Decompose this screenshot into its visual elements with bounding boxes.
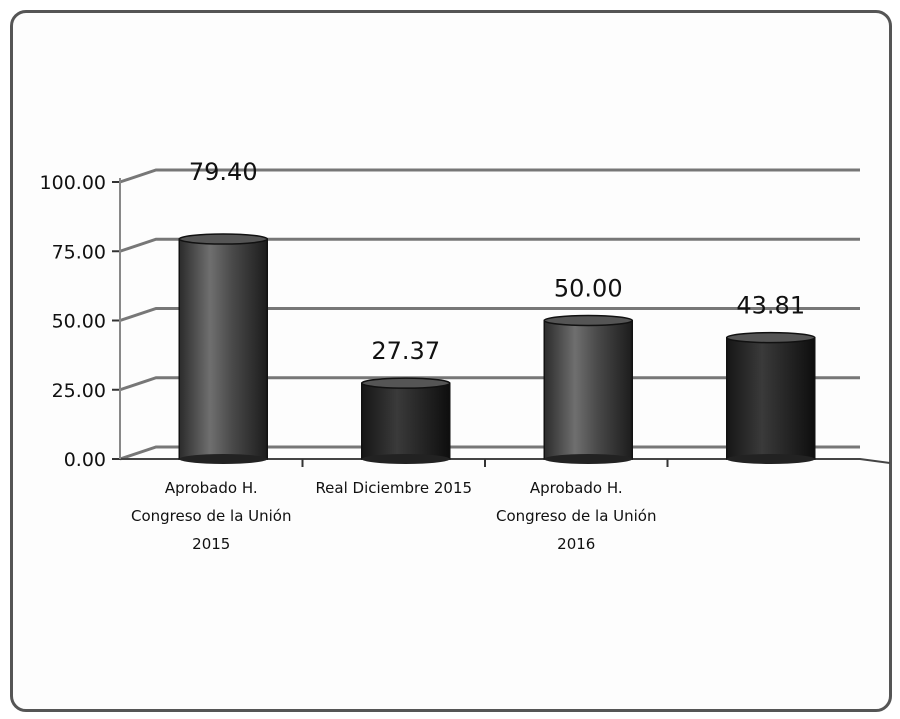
category-label: Congreso de la Unión: [496, 507, 657, 525]
bars: [178, 233, 816, 464]
data-label: 50.00: [554, 275, 623, 303]
category-label: 2016: [557, 535, 595, 553]
bar: [361, 382, 451, 460]
bar-top: [361, 377, 451, 389]
bar: [726, 336, 816, 460]
bar-base: [361, 454, 450, 464]
data-label: 43.81: [736, 292, 805, 320]
gridline: [119, 168, 860, 184]
bar: [178, 238, 268, 460]
bar-base: [179, 454, 268, 464]
bar-base: [726, 454, 815, 464]
y-tick-label: 50.00: [52, 311, 106, 333]
bar-base: [544, 454, 633, 464]
gridline: [119, 237, 860, 253]
bar: [543, 319, 633, 460]
category-label: Congreso de la Unión: [131, 507, 292, 525]
bar-top: [726, 331, 816, 344]
y-tick-label: 75.00: [52, 241, 106, 263]
y-tick-label: 0.00: [64, 449, 106, 471]
category-label: Aprobado H.: [165, 479, 258, 497]
category-label: Aprobado H.: [530, 479, 623, 497]
labels: 0.00 25.00 50.00 75.00 100.00 79.40 Aprobado H…: [40, 158, 806, 553]
category-label: Real Diciembre 2015: [315, 479, 472, 497]
bar-top: [543, 314, 633, 327]
category-label: 2015: [192, 535, 230, 553]
data-label: 27.37: [371, 337, 440, 365]
y-tick-label: 25.00: [52, 380, 106, 402]
data-label: 79.40: [189, 158, 258, 186]
bar-top: [178, 233, 268, 245]
gridline: [119, 307, 860, 322]
y-tick-label: 100.00: [40, 172, 106, 194]
